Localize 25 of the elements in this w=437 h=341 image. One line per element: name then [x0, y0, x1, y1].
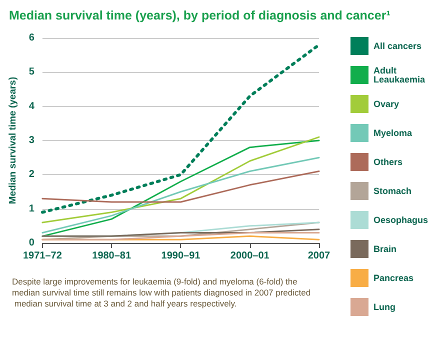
- legend-label: Lung: [373, 302, 396, 312]
- y-tick-label: 6: [28, 32, 35, 44]
- y-tick-label: 4: [28, 100, 35, 112]
- x-tick-label: 1990–91: [161, 250, 201, 262]
- legend-label: Stomach: [373, 186, 412, 196]
- legend-label: Oesophagus: [373, 215, 428, 225]
- legend-label: All cancers: [373, 41, 422, 51]
- text: Despite large improvements for leukaemia (9-fold) and myeloma (6-fold) the median survival time still remains low with patients diagnosed in 2007 predicted median survival time at 3 and 2 and half years respectively.: [12, 276, 311, 308]
- legend-label: Brain: [373, 244, 397, 254]
- y-axis-title: Median survival time (years): [8, 76, 18, 204]
- legend-label: Pancreas: [373, 273, 414, 283]
- legend-label: Ovary: [373, 99, 400, 109]
- legend-label: Others: [373, 157, 403, 167]
- y-tick-label: 3: [28, 135, 35, 146]
- y-tick-label: 0: [28, 238, 35, 248]
- y-tick-label: 5: [28, 66, 35, 78]
- legend-label: Adult Leaukaemia: [373, 66, 426, 84]
- x-tick-label: 1980–81: [92, 250, 132, 262]
- y-tick-label: 2: [28, 169, 35, 180]
- x-tick-label: 2000–01: [230, 250, 270, 262]
- chart-title: Median survival time (years), by period of diagnosis and cancer¹: [9, 8, 390, 22]
- x-tick-label: 2007: [308, 250, 331, 262]
- legend-label: Myeloma: [373, 128, 413, 138]
- x-tick-label: 1971–72: [22, 250, 62, 262]
- y-tick-label: 1: [28, 203, 35, 214]
